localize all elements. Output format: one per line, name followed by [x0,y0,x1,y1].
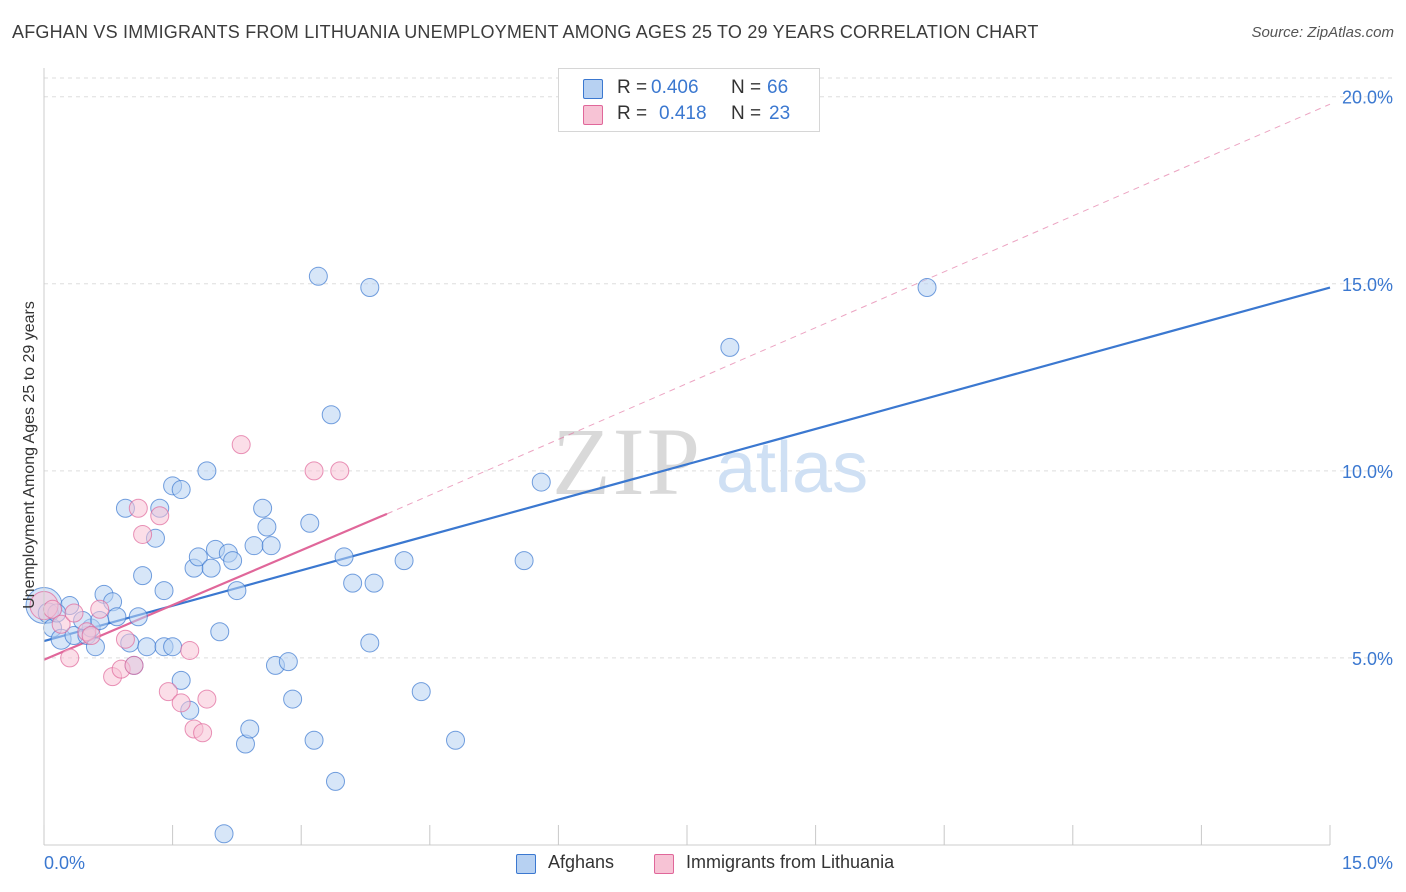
lithuania-point [197,689,217,709]
afghans-point [514,551,534,571]
afghans-trend-line [43,286,1331,643]
x-tick-label: 0.0% [44,853,85,873]
afghans-point [197,461,217,481]
afghans-point [411,682,431,702]
afghans-point [163,637,183,657]
y-tick-label: 5.0% [1352,649,1393,669]
afghans-point [210,622,230,642]
n-value: 66 [767,77,789,98]
afghans-point [154,581,174,601]
y-tick-label: 15.0% [1342,275,1393,295]
afghans-point [321,405,341,425]
lithuania-point [64,603,84,623]
y-axis-label: Unemployment Among Ages 25 to 29 years [21,301,38,609]
afghans-point [343,573,363,593]
watermark-atlas: atlas [716,428,868,508]
source-credit: Source: ZipAtlas.com [1251,24,1394,41]
afghans-point [188,547,208,567]
afghans-point [214,824,234,844]
afghans-point [240,719,260,739]
x-tick-label: 15.0% [1342,853,1393,873]
lithuania-legend-swatch [654,854,674,874]
afghans-point [300,513,320,533]
lithuania-point [51,614,71,634]
afghans-point [917,278,937,298]
afghans-point [223,551,243,571]
y-tick-label: 20.0% [1342,88,1393,108]
afghans-point [531,472,551,492]
n-label: N = [731,103,762,124]
lithuania-point [158,682,178,702]
afghans-swatch [583,79,603,99]
afghans-point [137,637,157,657]
afghans-point [253,498,273,518]
r-label: R = [617,103,648,124]
afghans-point [171,670,191,690]
lithuania-point [193,723,213,743]
afghans-point [360,278,380,298]
afghans-point [446,730,466,750]
afghans-point [394,551,414,571]
lithuania-point [115,629,135,649]
lithuania-point [124,655,144,675]
lithuania-point [133,524,153,544]
lithuania-trend-line [43,512,388,661]
afghans-point [283,689,303,709]
lithuania-point [128,498,148,518]
lithuania-point [171,693,191,713]
afghans-point [128,607,148,627]
afghans-point [227,581,247,601]
r-label: R = [617,77,648,98]
afghans-point [133,566,153,586]
afghans-point [257,517,277,537]
chart-title: AFGHAN VS IMMIGRANTS FROM LITHUANIA UNEM… [12,22,1039,42]
stats-legend: R = 0.406 N = 66 R = 0.418 N = 23 [558,68,820,132]
lithuania-point [90,599,110,619]
afghans-point [244,536,264,556]
lithuania-point [304,461,324,481]
afghans-point [171,480,191,500]
n-label: N = [731,77,762,98]
afghans-legend-label: Afghans [548,852,615,872]
afghans-point [308,266,328,286]
lithuania-point [150,506,170,526]
afghans-point [261,536,281,556]
y-tick-label: 10.0% [1342,462,1393,482]
afghans-legend-swatch [516,854,536,874]
afghans-point [201,558,221,578]
afghans-point [278,652,298,672]
n-value: 23 [769,103,791,124]
afghans-point [364,573,384,593]
lithuania-point [60,648,80,668]
lithuania-swatch [583,105,603,125]
lithuania-point [231,435,251,455]
watermark-zip: ZIP [552,408,702,515]
afghans-point [325,771,345,791]
lithuania-point [180,640,200,660]
afghans-point [720,337,740,357]
r-value: 0.406 [651,77,699,98]
afghans-point [334,547,354,567]
afghans-point [304,730,324,750]
lithuania-point [330,461,350,481]
lithuania-point [81,625,101,645]
lithuania-legend-label: Immigrants from Lithuania [686,852,895,872]
afghans-point [360,633,380,653]
afghans-point [107,607,127,627]
r-value: 0.418 [659,103,707,124]
